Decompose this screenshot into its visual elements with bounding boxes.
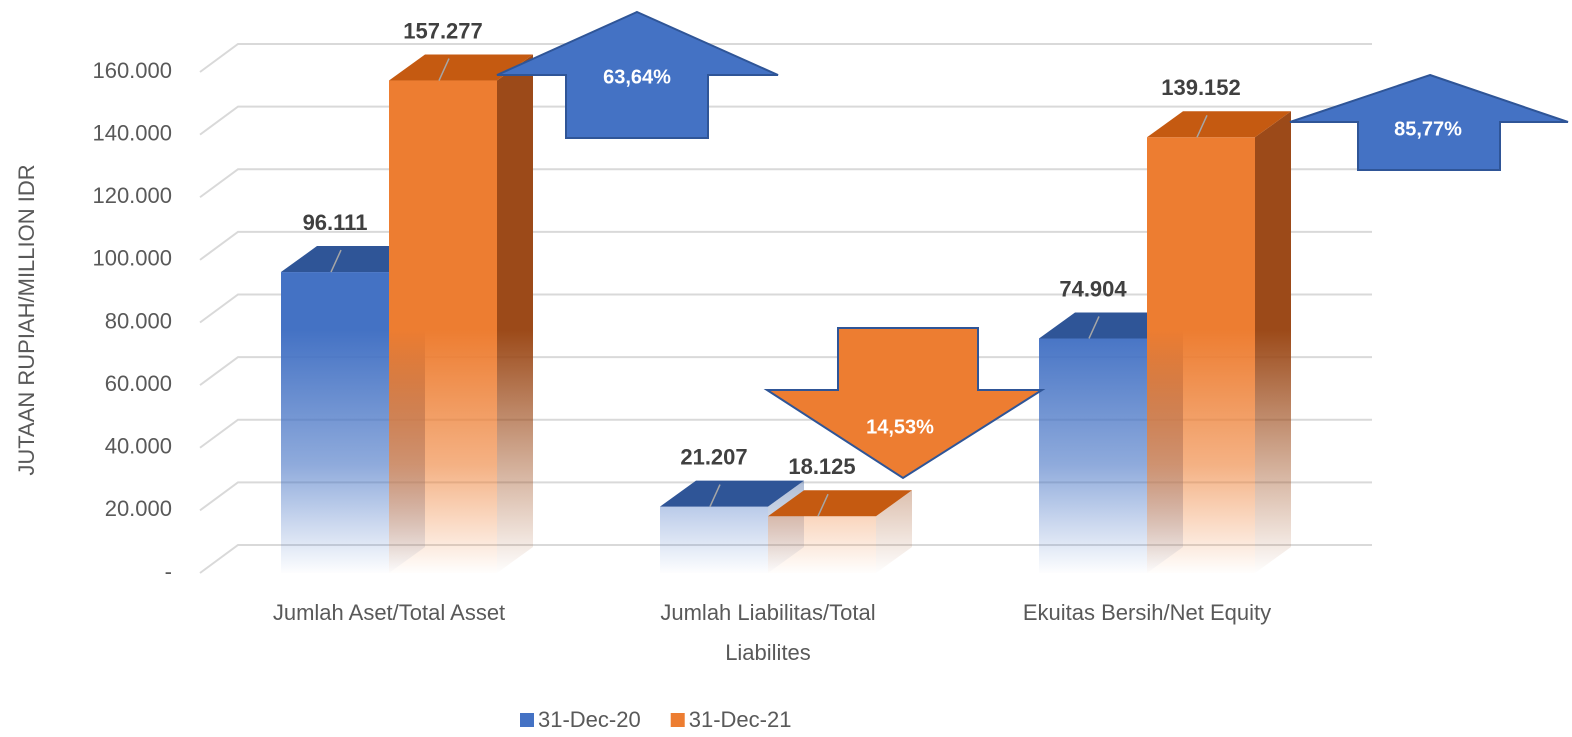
y-tick-label: 120.000 xyxy=(92,183,172,208)
annotation: 85,77% xyxy=(1394,118,1462,140)
grid-line xyxy=(199,43,1372,73)
arrow-up xyxy=(496,10,779,139)
grid-line xyxy=(199,230,1372,261)
grid-line xyxy=(199,481,1372,512)
leader-line xyxy=(1088,316,1100,339)
arrow-up xyxy=(1289,73,1569,171)
value-label: 96.111 xyxy=(303,210,368,235)
y-tick-label: 60.000 xyxy=(105,371,172,396)
bar xyxy=(281,272,389,573)
bar xyxy=(660,506,768,573)
grid-line xyxy=(199,168,1372,199)
bar-top xyxy=(768,490,912,517)
bar xyxy=(389,80,497,573)
y-tick-label: 80.000 xyxy=(105,308,172,333)
legend-swatch xyxy=(520,713,534,727)
leader-line xyxy=(817,493,829,517)
bar-3d: 139.152 xyxy=(1147,75,1291,573)
y-tick-label: 40.000 xyxy=(105,434,172,459)
grid-line xyxy=(199,293,1372,324)
value-label: 74.904 xyxy=(1059,276,1127,301)
bar-top xyxy=(1147,111,1291,138)
grid-line xyxy=(199,356,1372,386)
y-axis-label: JUTAAN RUPIAH/MILLION IDR xyxy=(14,164,39,475)
y-tick-label: 160.000 xyxy=(92,58,172,83)
leader-line xyxy=(709,484,721,507)
x-tick-label: Jumlah Liabilitas/Total Liabilites xyxy=(660,600,875,665)
value-label: 139.152 xyxy=(1161,75,1241,100)
bar-side xyxy=(876,490,912,573)
legend-label: 31-Dec-20 xyxy=(538,707,641,732)
bar xyxy=(1147,137,1255,573)
bar-3d: 18.125 xyxy=(768,454,912,573)
bar-side xyxy=(1255,111,1291,573)
bar-top xyxy=(660,480,804,507)
leader-line xyxy=(438,58,450,81)
y-tick-label: - xyxy=(165,559,172,584)
annotation: 63,64% xyxy=(603,66,671,88)
grid xyxy=(199,43,1372,574)
leader-line xyxy=(1196,114,1208,138)
value-label: 18.125 xyxy=(788,454,855,479)
grid-line xyxy=(199,544,1372,574)
bar-side xyxy=(497,54,533,574)
x-tick-label: Ekuitas Bersih/Net Equity xyxy=(1023,600,1271,625)
value-label: 157.277 xyxy=(403,18,483,43)
annotation-arrow: 85,77% xyxy=(1289,73,1569,171)
value-label: 21.207 xyxy=(680,444,747,469)
legend-label: 31-Dec-21 xyxy=(689,707,792,732)
bar xyxy=(768,516,876,573)
grid-line xyxy=(199,105,1372,136)
arrow-down xyxy=(763,327,1046,480)
bar xyxy=(1039,338,1147,573)
y-tick-label: 100.000 xyxy=(92,246,172,271)
x-tick-label: Jumlah Aset/Total Asset xyxy=(273,600,505,625)
legend-swatch xyxy=(670,713,685,727)
bars: 96.111 157.277 21.207 18.125 74.904 139.152 xyxy=(281,18,1291,574)
annotation-arrow: 14,53% xyxy=(763,327,1046,480)
annotation: 14,53% xyxy=(866,416,934,438)
bar-3d: 157.277 xyxy=(389,18,533,574)
leader-line xyxy=(330,249,342,273)
y-tick-label: 140.000 xyxy=(92,120,172,145)
y-tick-label: 20.000 xyxy=(105,496,172,521)
annotation-arrow: 63,64% xyxy=(496,10,779,139)
